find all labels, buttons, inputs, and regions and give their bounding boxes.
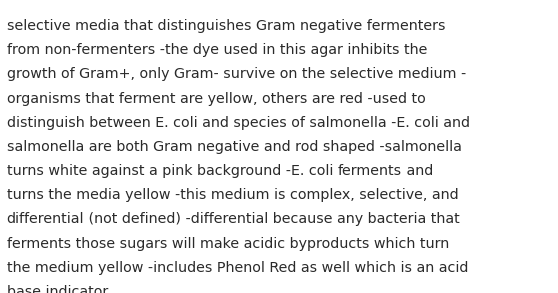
Text: differential: differential [7,212,84,226]
Text: turns white against a pink background -E. coli: turns white against a pink background -E… [7,164,338,178]
Text: salmonella are both Gram negative and rod shaped -salmonella: salmonella are both Gram negative and ro… [7,140,461,154]
Text: complex, selective, and: complex, selective, and [290,188,458,202]
Text: base indicator: base indicator [7,285,108,293]
Text: distinguish between E. coli and species of salmonella -E. coli and: distinguish between E. coli and species … [7,116,470,130]
Text: from non-fermenters -the dye used in this agar inhibits the: from non-fermenters -the dye used in thi… [7,43,427,57]
Text: organisms that ferment are yellow, others are red -used to: organisms that ferment are yellow, other… [7,91,425,105]
Text: and: and [402,164,433,178]
Text: turns the media yellow -this medium is: turns the media yellow -this medium is [7,188,290,202]
Text: the medium yellow -includes Phenol Red as well which is an acid: the medium yellow -includes Phenol Red a… [7,261,468,275]
Text: selective media that distinguishes Gram negative fermenters: selective media that distinguishes Gram … [7,19,445,33]
Text: ferments: ferments [338,164,402,178]
Text: growth of Gram+, only Gram- survive on the selective medium -: growth of Gram+, only Gram- survive on t… [7,67,466,81]
Text: (not defined) -differential because any bacteria that: (not defined) -differential because any … [84,212,460,226]
Text: ferments those sugars will make acidic byproducts which turn: ferments those sugars will make acidic b… [7,237,449,251]
